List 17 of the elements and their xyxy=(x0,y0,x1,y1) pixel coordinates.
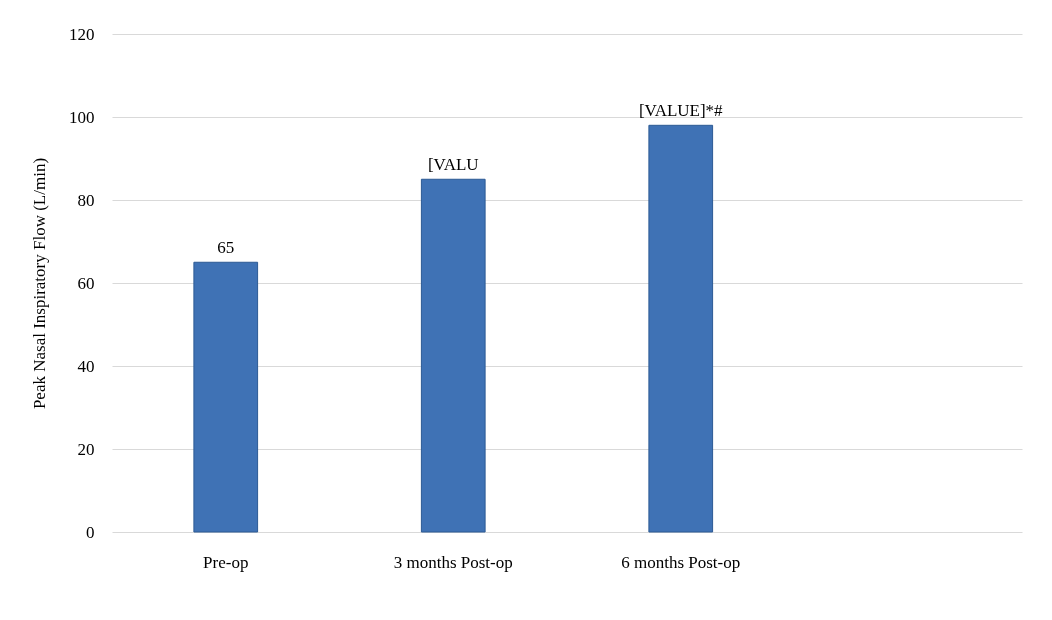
bar xyxy=(648,124,714,533)
y-tick-label: 20 xyxy=(77,439,95,459)
y-tick-label: 100 xyxy=(69,107,95,127)
y-tick-label: 80 xyxy=(77,190,95,210)
y-tick-label: 60 xyxy=(77,273,95,293)
x-tick-label: 6 months Post-op xyxy=(621,552,741,572)
y-tick-label: 120 xyxy=(69,24,95,44)
x-tick-label: 3 months Post-op xyxy=(393,552,513,572)
data-label: [VALUE]*# xyxy=(638,101,724,121)
bar xyxy=(193,261,259,533)
bar xyxy=(420,178,486,533)
data-label: [VALU xyxy=(427,155,479,175)
x-tick-label: Pre-op xyxy=(203,552,249,572)
y-tick-label: 0 xyxy=(86,522,95,542)
data-label: 65 xyxy=(217,238,235,258)
y-axis-title: Peak Nasal Inspiratory Flow (L/min) xyxy=(30,157,49,410)
y-tick-label: 40 xyxy=(77,356,95,376)
